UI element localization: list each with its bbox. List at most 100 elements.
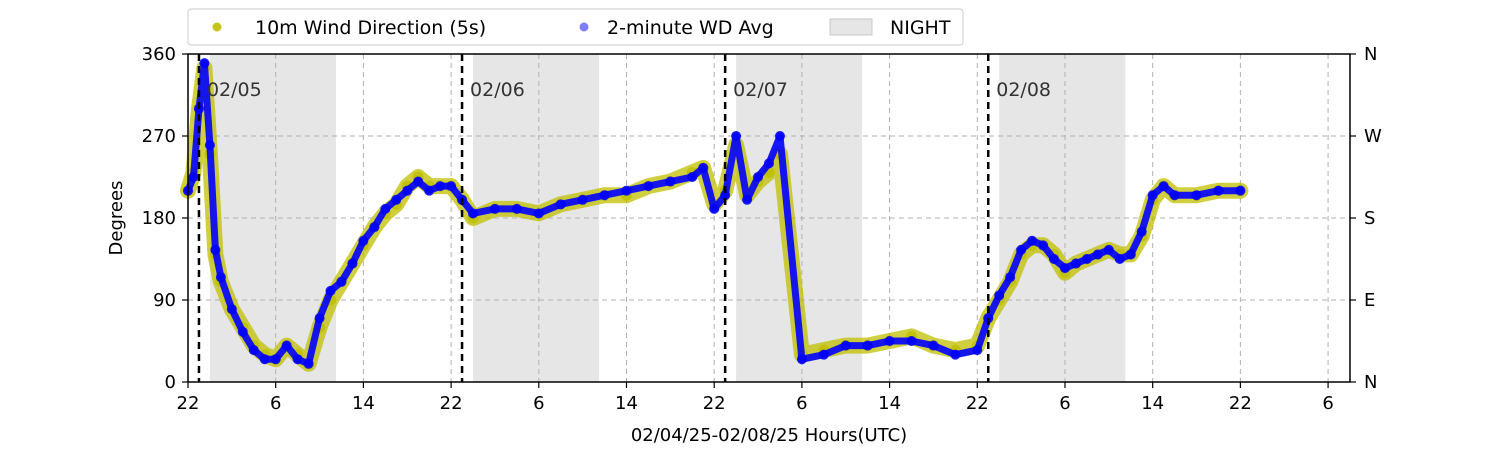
data-point	[446, 181, 457, 192]
x-tick-label: 14	[1141, 393, 1164, 414]
data-point	[1114, 254, 1125, 264]
data-point	[1092, 249, 1103, 260]
data-point	[424, 185, 435, 196]
data-point	[599, 190, 610, 201]
data-point	[281, 340, 292, 351]
data-point	[665, 176, 676, 187]
data-point	[413, 176, 424, 187]
x-tick-label: 22	[440, 393, 463, 414]
legend-marker	[212, 22, 222, 32]
y-tick-label: 180	[142, 208, 176, 229]
y-right-tick-label: N	[1364, 44, 1377, 65]
legend-swatch-night	[829, 18, 873, 36]
data-point	[347, 258, 358, 269]
data-point	[435, 181, 446, 192]
x-tick-label: 6	[270, 393, 281, 414]
x-tick-label: 6	[1322, 393, 1333, 414]
data-point	[928, 340, 939, 351]
data-point	[1049, 254, 1060, 264]
data-point	[1147, 190, 1158, 201]
legend: 10m Wind Direction (5s) 2-minute WD Avg NI…	[187, 8, 964, 46]
data-series	[180, 58, 1249, 372]
data-point	[1038, 240, 1049, 251]
legend-label: 2-minute WD Avg	[607, 17, 774, 39]
day-marker-label: 02/07	[733, 79, 788, 101]
x-tick-label: 14	[352, 393, 375, 414]
data-point	[1016, 244, 1027, 255]
x-tick-label: 22	[703, 393, 726, 414]
y-right-tick-label: W	[1364, 126, 1382, 147]
x-tick-label: 22	[1229, 393, 1252, 414]
data-point	[226, 304, 237, 315]
data-point	[188, 172, 199, 182]
data-point	[402, 185, 413, 196]
data-point	[204, 140, 215, 151]
data-point	[862, 340, 873, 351]
data-point	[533, 208, 544, 219]
data-point	[1081, 254, 1092, 264]
data-point	[391, 194, 402, 205]
x-tick-label: 6	[1059, 393, 1070, 414]
day-marker-label: 02/05	[207, 79, 262, 101]
data-point	[1169, 190, 1180, 201]
data-point	[994, 290, 1005, 301]
legend-box	[187, 8, 964, 46]
y-axis-label: Degrees	[106, 181, 127, 256]
data-point	[380, 203, 391, 214]
data-point	[336, 276, 347, 287]
x-tick-label: 22	[177, 393, 200, 414]
x-tick-label: 6	[796, 393, 807, 414]
data-point	[709, 203, 720, 214]
y-right-tick-label: E	[1364, 290, 1375, 311]
data-point	[1027, 235, 1038, 246]
legend-label: 10m Wind Direction (5s)	[255, 17, 486, 39]
day-marker-label: 02/08	[996, 79, 1051, 101]
data-point	[818, 349, 829, 360]
series-1	[183, 58, 1246, 369]
x-axis-label: 02/04/25-02/08/25 Hours(UTC)	[631, 425, 907, 446]
data-point	[1005, 272, 1016, 283]
x-tick-label: 14	[878, 393, 901, 414]
data-point	[511, 203, 522, 214]
data-point	[643, 181, 654, 192]
y-right-tick-label: N	[1364, 372, 1377, 393]
data-point	[753, 172, 764, 182]
data-point	[358, 235, 369, 246]
data-point	[1070, 258, 1081, 269]
data-point	[1136, 226, 1147, 237]
x-tick-label: 22	[966, 393, 989, 414]
data-point	[259, 354, 270, 365]
data-point	[325, 285, 336, 296]
data-point	[303, 358, 314, 369]
data-point	[1158, 181, 1169, 192]
y-tick-label: 270	[142, 126, 176, 147]
data-point	[774, 131, 785, 141]
data-point	[1103, 244, 1114, 255]
y-right-tick-label: S	[1364, 208, 1375, 229]
legend-label: NIGHT	[890, 17, 951, 39]
legend-marker	[579, 22, 589, 32]
data-point	[215, 272, 226, 283]
data-point	[1059, 263, 1070, 274]
data-point	[577, 194, 588, 205]
data-point	[1191, 190, 1202, 201]
data-point	[742, 194, 753, 205]
data-point	[698, 162, 709, 173]
data-point	[687, 172, 698, 182]
data-point	[906, 336, 917, 346]
data-point	[468, 208, 479, 219]
data-point	[972, 345, 983, 356]
data-point	[199, 58, 210, 69]
data-point	[369, 222, 380, 233]
data-point	[237, 326, 248, 337]
x-tick-label: 14	[615, 393, 638, 414]
data-point	[796, 354, 807, 365]
x-tick-label: 6	[533, 393, 544, 414]
data-point	[1235, 185, 1246, 196]
day-marker-label: 02/06	[470, 79, 525, 101]
data-point	[840, 340, 851, 351]
data-point	[731, 131, 742, 141]
y-tick-label: 90	[153, 290, 176, 311]
data-point	[489, 203, 500, 214]
data-point	[884, 336, 895, 346]
